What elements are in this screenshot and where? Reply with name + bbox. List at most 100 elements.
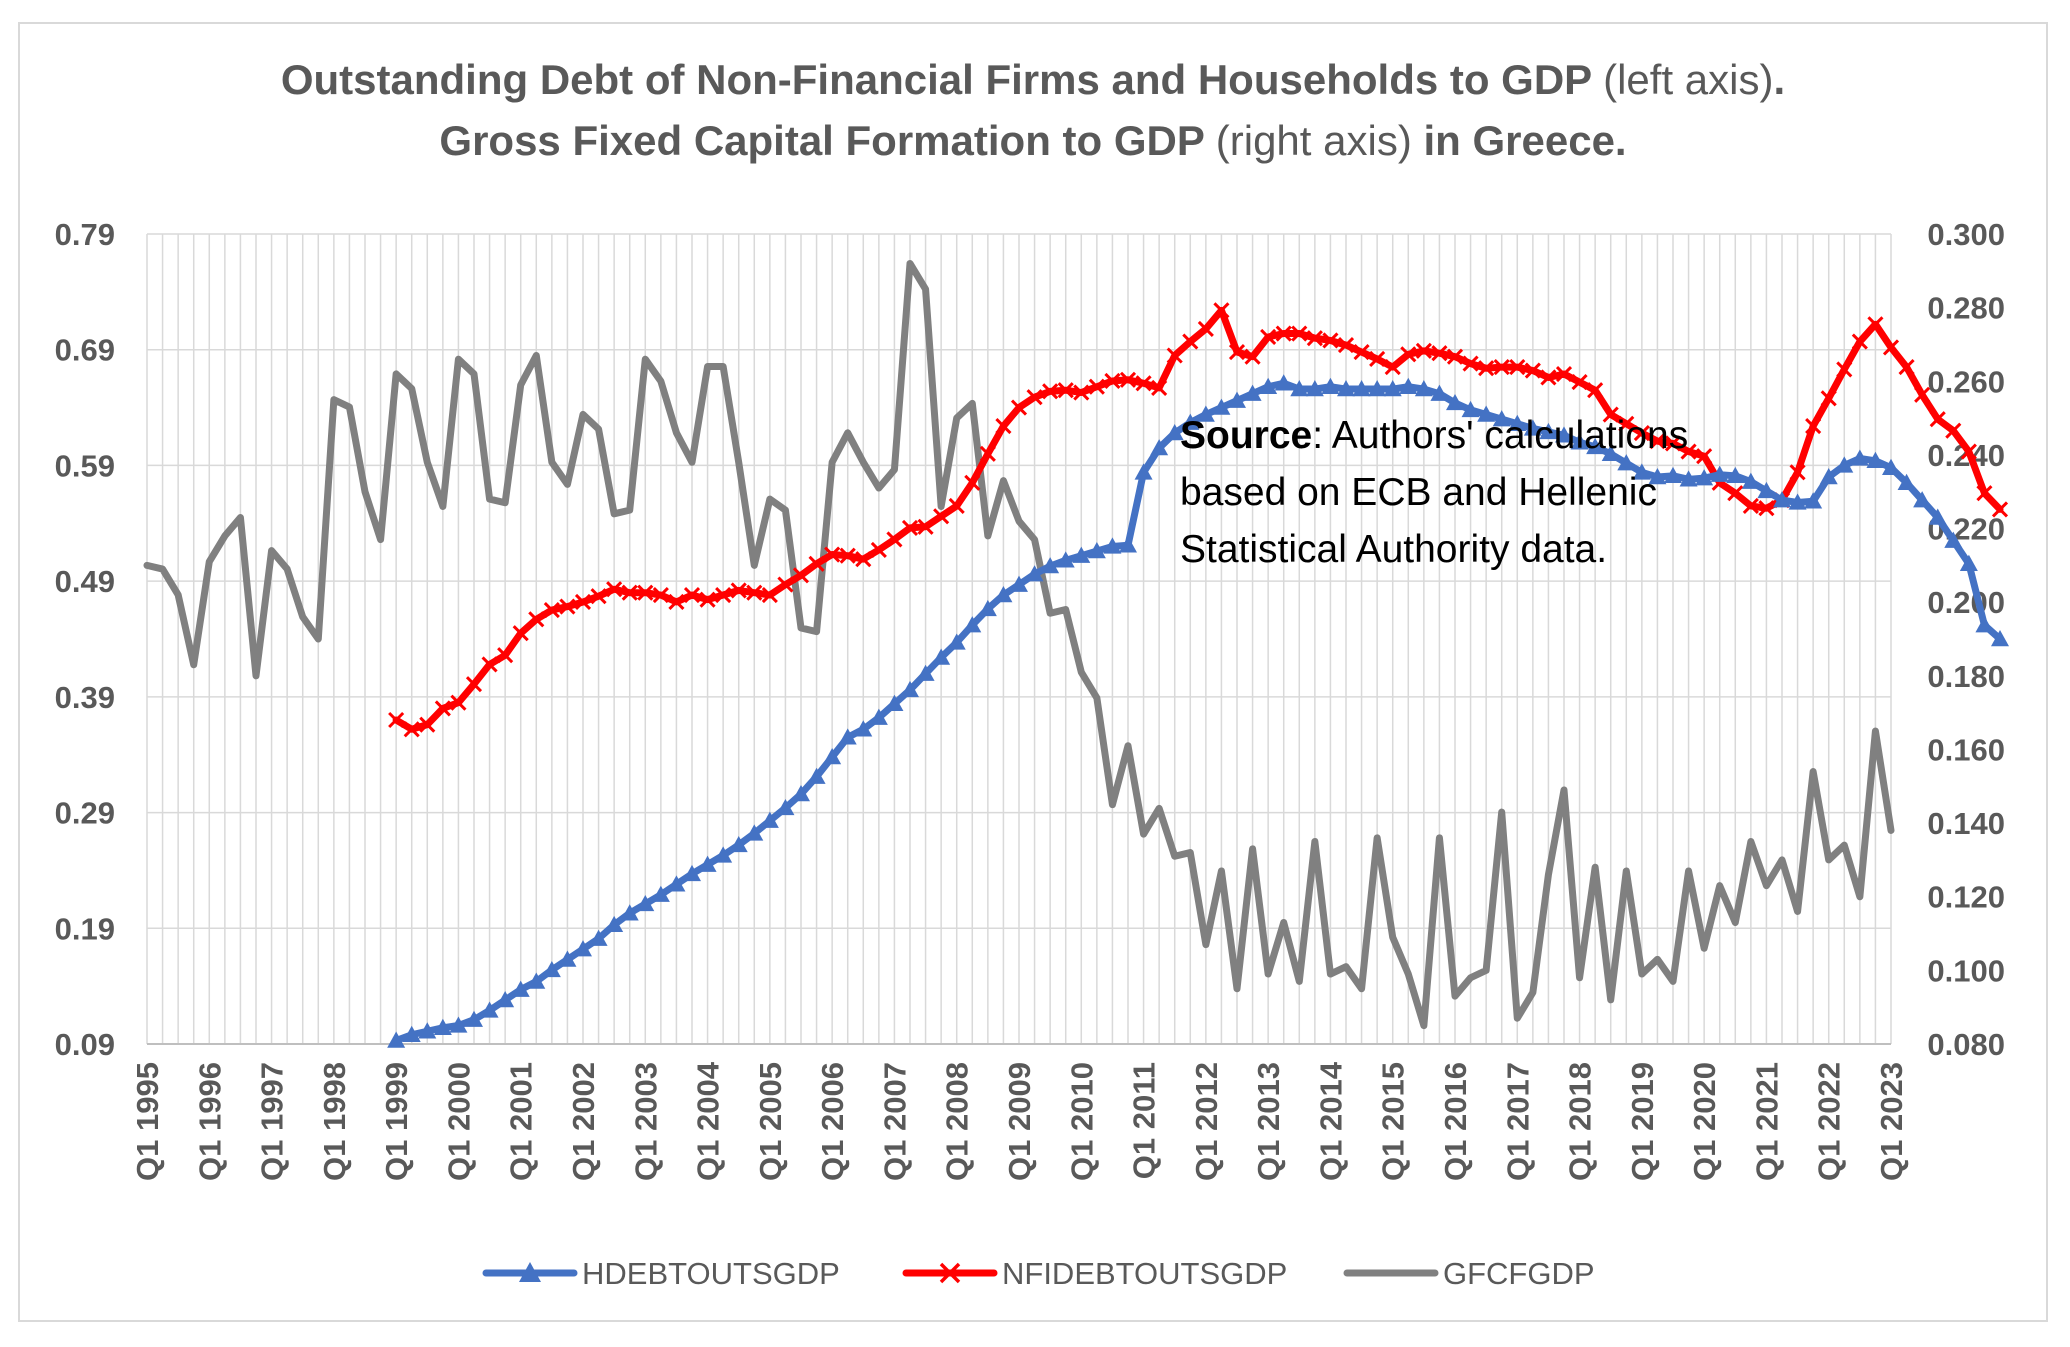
data-point-HDEBTOUTSGDP	[1150, 439, 1169, 456]
x-axis-tick-label: Q1 1995	[130, 1062, 165, 1181]
data-point-NFIDEBTOUTSGDP	[497, 647, 514, 664]
data-point-HDEBTOUTSGDP	[1399, 377, 1418, 394]
data-point-NFIDEBTOUTSGDP	[1991, 501, 2009, 518]
data-point-HDEBTOUTSGDP	[714, 846, 733, 863]
data-point-HDEBTOUTSGDP	[1041, 557, 1060, 574]
data-point-NFIDEBTOUTSGDP	[1353, 343, 1370, 361]
x-axis-tick-label: Q1 1998	[317, 1062, 352, 1181]
data-point-HDEBTOUTSGDP	[1555, 426, 1573, 443]
data-point-NFIDEBTOUTSGDP	[761, 586, 778, 604]
data-point-HDEBTOUTSGDP	[480, 1001, 499, 1018]
data-point-NFIDEBTOUTSGDP	[855, 551, 872, 568]
data-point-NFIDEBTOUTSGDP	[1119, 371, 1137, 388]
data-point-NFIDEBTOUTSGDP	[1446, 348, 1464, 365]
left-axis-tick-label: 0.79	[55, 217, 115, 252]
x-axis-tick-label: Q1 1996	[192, 1062, 227, 1181]
data-point-HDEBTOUTSGDP	[1056, 551, 1075, 568]
data-point-HDEBTOUTSGDP	[433, 1018, 452, 1035]
data-point-HDEBTOUTSGDP	[527, 972, 546, 989]
data-point-HDEBTOUTSGDP	[1850, 449, 1869, 466]
right-axis-tick-label: 0.180	[1927, 659, 2005, 694]
source-annotation-line-3: Statistical Authority data.	[1180, 528, 1607, 571]
data-point-NFIDEBTOUTSGDP	[1384, 359, 1401, 376]
x-axis-tick-label: Q1 1997	[255, 1062, 290, 1181]
right-axis-tick-label: 0.200	[1927, 585, 2005, 620]
data-point-NFIDEBTOUTSGDP	[1649, 433, 1666, 450]
data-point-NFIDEBTOUTSGDP	[1524, 362, 1541, 379]
x-axis-tick-label: Q1 2003	[628, 1062, 663, 1181]
data-point-NFIDEBTOUTSGDP	[1587, 382, 1604, 399]
data-point-NFIDEBTOUTSGDP	[606, 581, 623, 598]
data-point-NFIDEBTOUTSGDP	[1104, 372, 1121, 390]
data-point-HDEBTOUTSGDP	[1508, 414, 1527, 431]
data-point-NFIDEBTOUTSGDP	[434, 700, 451, 717]
data-point-HDEBTOUTSGDP	[807, 767, 826, 784]
data-point-NFIDEBTOUTSGDP	[948, 497, 965, 514]
data-point-HDEBTOUTSGDP	[1804, 492, 1823, 509]
data-point-HDEBTOUTSGDP	[1617, 454, 1636, 471]
data-point-HDEBTOUTSGDP	[854, 720, 873, 737]
right-axis-tick-label: 0.300	[1927, 217, 2005, 252]
data-point-NFIDEBTOUTSGDP	[1945, 422, 1962, 439]
data-point-NFIDEBTOUTSGDP	[512, 625, 529, 642]
x-axis-tick-label: Q1 2001	[504, 1062, 539, 1181]
right-axis-tick-label: 0.280	[1927, 291, 2005, 326]
right-axis-tick-label: 0.140	[1927, 806, 2005, 841]
x-axis-tick-label: Q1 2023	[1874, 1062, 1909, 1181]
data-point-HDEBTOUTSGDP	[1430, 384, 1449, 401]
data-point-HDEBTOUTSGDP	[792, 785, 810, 802]
data-point-HDEBTOUTSGDP	[1134, 463, 1153, 480]
data-point-HDEBTOUTSGDP	[1726, 466, 1745, 484]
data-point-NFIDEBTOUTSGDP	[481, 656, 498, 673]
data-point-HDEBTOUTSGDP	[1446, 393, 1464, 411]
data-point-NFIDEBTOUTSGDP	[1805, 418, 1822, 435]
data-point-HDEBTOUTSGDP	[1492, 410, 1511, 427]
data-point-NFIDEBTOUTSGDP	[528, 611, 545, 628]
data-point-NFIDEBTOUTSGDP	[1322, 332, 1339, 349]
data-point-NFIDEBTOUTSGDP	[419, 716, 436, 733]
data-point-NFIDEBTOUTSGDP	[1042, 383, 1059, 400]
x-axis-tick-label: Q1 2009	[1002, 1062, 1037, 1181]
data-point-HDEBTOUTSGDP	[542, 960, 561, 978]
data-point-HDEBTOUTSGDP	[1975, 616, 1994, 633]
data-point-HDEBTOUTSGDP	[1461, 400, 1480, 418]
data-point-HDEBTOUTSGDP	[932, 648, 951, 665]
data-point-NFIDEBTOUTSGDP	[403, 721, 420, 738]
data-point-HDEBTOUTSGDP	[1679, 470, 1698, 487]
x-axis: Q1 1995 Q1 1996 Q1 1997 Q1 1998 Q1 1999 Q1 20…	[130, 1061, 1909, 1181]
grid-lines	[146, 233, 1892, 1045]
chart: Outstanding Debt of Non-Financial Firms …	[55, 56, 2009, 1291]
series-NFIDEBTOUTSGDP	[388, 302, 2009, 738]
x-axis-tick-label: Q1 2000	[441, 1062, 476, 1181]
data-point-HDEBTOUTSGDP	[1959, 554, 1978, 571]
data-point-NFIDEBTOUTSGDP	[1836, 361, 1853, 378]
data-point-NFIDEBTOUTSGDP	[1260, 328, 1277, 346]
data-point-NFIDEBTOUTSGDP	[621, 584, 638, 601]
data-point-HDEBTOUTSGDP	[605, 915, 624, 933]
data-point-NFIDEBTOUTSGDP	[668, 593, 685, 611]
data-point-HDEBTOUTSGDP	[1866, 451, 1885, 468]
data-point-NFIDEBTOUTSGDP	[1057, 382, 1074, 399]
x-axis-tick-label: Q1 1999	[379, 1062, 414, 1181]
data-point-NFIDEBTOUTSGDP	[574, 593, 592, 611]
data-point-HDEBTOUTSGDP	[1601, 444, 1620, 462]
data-point-NFIDEBTOUTSGDP	[1509, 359, 1526, 376]
data-point-NFIDEBTOUTSGDP	[1758, 500, 1775, 517]
data-point-HDEBTOUTSGDP	[1305, 380, 1324, 397]
legend-item-HDEBTOUTSGDP: HDEBTOUTSGDP	[482, 1256, 840, 1291]
left-axis-tick-label: 0.39	[55, 680, 115, 715]
data-point-HDEBTOUTSGDP	[1695, 469, 1714, 486]
x-axis-tick-label: Q1 2008	[940, 1062, 975, 1181]
legend-label: HDEBTOUTSGDP	[582, 1256, 840, 1291]
x-axis-tick-label: Q1 2022	[1812, 1062, 1847, 1181]
data-point-HDEBTOUTSGDP	[1072, 546, 1091, 563]
data-point-NFIDEBTOUTSGDP	[808, 555, 825, 572]
data-point-NFIDEBTOUTSGDP	[1820, 390, 1837, 407]
right-axis-tick-label: 0.260	[1927, 364, 2005, 399]
data-point-NFIDEBTOUTSGDP	[730, 582, 747, 599]
data-point-NFIDEBTOUTSGDP	[699, 591, 716, 608]
data-point-HDEBTOUTSGDP	[387, 1031, 406, 1048]
data-point-NFIDEBTOUTSGDP	[1540, 369, 1557, 386]
data-point-NFIDEBTOUTSGDP	[1571, 374, 1588, 391]
source-annotation-line-1: Source: Authors' calculations	[1180, 414, 1688, 457]
